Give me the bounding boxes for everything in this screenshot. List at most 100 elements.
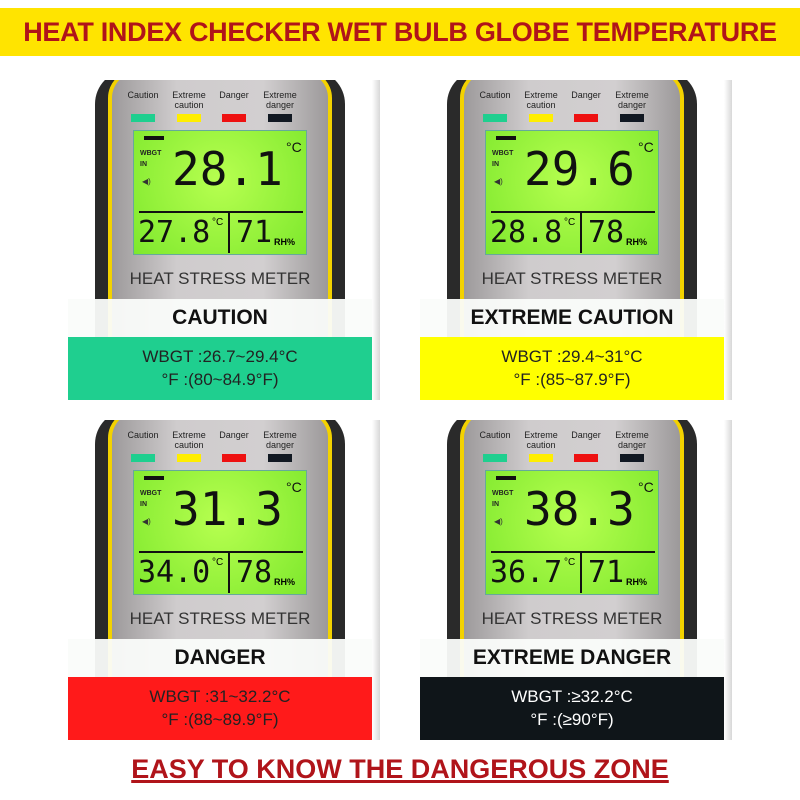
range-celsius: WBGT :26.7~29.4°C	[142, 347, 298, 366]
zone-panel: Caution Extreme caution Danger Extreme d…	[68, 420, 380, 740]
lcd-display: WBGT IN ◀) 38.3 °C 36.7 °C 71 RH%	[485, 470, 659, 595]
wbgt-label: WBGT	[492, 490, 514, 497]
zone-range: WBGT :31~32.2°C °F :(88~89.9°F)	[68, 677, 372, 740]
legend-swatch	[222, 114, 246, 122]
celsius-unit: °C	[564, 217, 576, 228]
divider	[491, 551, 655, 553]
rh-unit: RH%	[274, 237, 296, 247]
legend-swatch	[620, 454, 644, 462]
zone-level: DANGER	[68, 639, 372, 677]
legend-swatch	[268, 454, 292, 462]
legend-label: Extreme danger	[615, 430, 649, 450]
device-label: HEAT STRESS METER	[129, 609, 311, 628]
legend-swatch	[131, 114, 155, 122]
humidity-reading: 71	[588, 555, 625, 590]
legend-label: Extreme caution	[524, 90, 558, 110]
wbgt-reading: 28.1	[172, 142, 283, 196]
legend-swatch	[529, 454, 553, 462]
in-label: IN	[492, 501, 499, 508]
celsius-unit: °C	[638, 479, 654, 495]
range-celsius: WBGT :≥32.2°C	[511, 687, 633, 706]
humidity-reading: 71	[236, 215, 273, 250]
range-fahrenheit: °F :(85~87.9°F)	[513, 370, 631, 389]
zone-level: CAUTION	[68, 299, 372, 337]
range-fahrenheit: °F :(≥90°F)	[530, 710, 614, 729]
divider	[139, 211, 303, 213]
celsius-unit: °C	[638, 139, 654, 155]
zone-level: EXTREME DANGER	[420, 639, 724, 677]
legend-swatch	[131, 454, 155, 462]
range-celsius: WBGT :31~32.2°C	[149, 687, 291, 706]
temperature-reading: 34.0	[138, 555, 211, 590]
zone-panel: Caution Extreme caution Danger Extreme d…	[420, 420, 732, 740]
legend-label: Danger	[219, 90, 249, 100]
divider	[491, 211, 655, 213]
celsius-unit: °C	[212, 217, 224, 228]
shadow	[372, 420, 380, 740]
in-label: IN	[140, 161, 147, 168]
wbgt-reading: 29.6	[524, 142, 635, 196]
divider	[228, 211, 230, 253]
legend-label: Extreme danger	[615, 90, 649, 110]
wbgt-reading: 38.3	[524, 482, 635, 536]
legend-label: Extreme danger	[263, 430, 297, 450]
zone-panel: Caution Extreme caution Danger Extreme d…	[420, 80, 732, 400]
divider	[139, 551, 303, 553]
title-banner: HEAT INDEX CHECKER WET BULB GLOBE TEMPER…	[0, 8, 800, 56]
zone-range: WBGT :≥32.2°C °F :(≥90°F)	[420, 677, 724, 740]
device-label: HEAT STRESS METER	[481, 269, 663, 288]
celsius-unit: °C	[564, 557, 576, 568]
in-label: IN	[140, 501, 147, 508]
speaker-icon: ◀)	[494, 177, 503, 186]
legend-swatch	[529, 114, 553, 122]
footer-text: EASY TO KNOW THE DANGEROUS ZONE	[131, 754, 669, 784]
celsius-unit: °C	[212, 557, 224, 568]
divider	[228, 551, 230, 593]
title: HEAT INDEX CHECKER WET BULB GLOBE TEMPER…	[23, 16, 777, 47]
wbgt-reading: 31.3	[172, 482, 283, 536]
lcd-display: WBGT IN ◀) 31.3 °C 34.0 °C 78 RH%	[133, 470, 307, 595]
legend-label: Danger	[219, 430, 249, 440]
device-label: HEAT STRESS METER	[481, 609, 663, 628]
speaker-icon: ◀)	[142, 177, 151, 186]
mode-label: WBGT IN	[140, 488, 161, 510]
legend-label: Caution	[127, 430, 159, 440]
shadow	[724, 80, 732, 400]
legend-swatch	[574, 114, 598, 122]
zone-panel: Caution Extreme caution Danger Extreme d…	[68, 80, 380, 400]
in-label: IN	[492, 161, 499, 168]
legend-swatch	[483, 454, 507, 462]
celsius-unit: °C	[286, 479, 302, 495]
legend-swatch	[222, 454, 246, 462]
celsius-unit: °C	[286, 139, 302, 155]
range-celsius: WBGT :29.4~31°C	[501, 347, 643, 366]
mode-label: WBGT IN	[492, 488, 513, 510]
mode-label: WBGT IN	[140, 148, 161, 170]
heat-stress-meter: Caution Extreme caution Danger Extreme d…	[95, 80, 345, 400]
indicator-bar	[496, 476, 516, 480]
humidity-reading: 78	[588, 215, 625, 250]
divider	[580, 551, 582, 593]
legend-label: Danger	[571, 90, 601, 100]
rh-unit: RH%	[626, 237, 648, 247]
legend-swatch	[620, 114, 644, 122]
indicator-bar	[144, 476, 164, 480]
range-fahrenheit: °F :(88~89.9°F)	[161, 710, 279, 729]
speaker-icon: ◀)	[494, 517, 503, 526]
speaker-icon: ◀)	[142, 517, 151, 526]
lcd-display: WBGT IN ◀) 28.1 °C 27.8 °C 71 RH%	[133, 130, 307, 255]
rh-unit: RH%	[274, 577, 296, 587]
legend-label: Extreme caution	[172, 430, 206, 450]
temperature-reading: 36.7	[490, 555, 563, 590]
legend-label: Extreme caution	[172, 90, 206, 110]
wbgt-label: WBGT	[140, 150, 162, 157]
zone-range: WBGT :26.7~29.4°C °F :(80~84.9°F)	[68, 337, 372, 400]
rh-unit: RH%	[626, 577, 648, 587]
range-fahrenheit: °F :(80~84.9°F)	[161, 370, 279, 389]
device-label: HEAT STRESS METER	[129, 269, 311, 288]
zone-range: WBGT :29.4~31°C °F :(85~87.9°F)	[420, 337, 724, 400]
legend-swatch	[177, 114, 201, 122]
legend-swatch	[177, 454, 201, 462]
legend-swatch	[268, 114, 292, 122]
shadow	[724, 420, 732, 740]
